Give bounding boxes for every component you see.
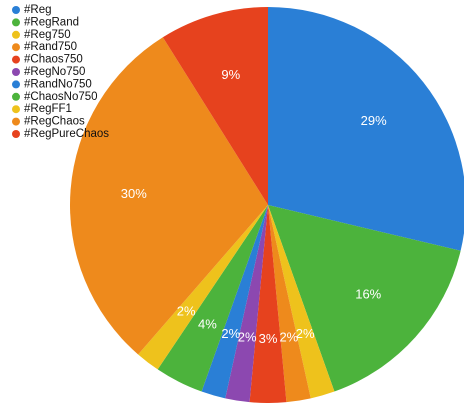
- slice-label: 9%: [221, 67, 240, 82]
- slice-label: 29%: [361, 113, 387, 128]
- legend-label: #Reg: [24, 4, 52, 16]
- pie-slice: [162, 6, 268, 205]
- legend-label: #Rand750: [24, 41, 77, 53]
- pie-slice: [268, 7, 464, 251]
- legend-swatch: [12, 117, 20, 126]
- pie-slice: [268, 205, 335, 399]
- pie-slice: [225, 205, 268, 403]
- slice-label: 30%: [121, 186, 147, 201]
- legend-swatch: [12, 43, 20, 52]
- legend-label: #Chaos750: [24, 54, 83, 66]
- legend-swatch: [12, 18, 20, 27]
- slice-label: 2%: [279, 329, 298, 344]
- legend-swatch: [12, 92, 20, 101]
- legend-label: #ChaosNo750: [24, 91, 98, 103]
- slice-label: 16%: [355, 286, 381, 301]
- pie-slice: [249, 205, 287, 403]
- legend-swatch: [12, 6, 20, 14]
- slice-label: 4%: [198, 317, 217, 332]
- legend-swatch: [12, 55, 20, 64]
- legend-swatch: [12, 105, 20, 114]
- legend-label: #RandNo750: [24, 78, 92, 90]
- pie-slice: [268, 205, 461, 392]
- slice-label: 2%: [221, 326, 240, 341]
- legend-label: #RegChaos: [24, 116, 85, 128]
- pie-slice: [70, 37, 268, 355]
- pie-slice: [201, 205, 268, 399]
- legend-label: #RegFF1: [24, 103, 72, 115]
- legend-swatch: [12, 30, 20, 39]
- pie-slice: [157, 205, 268, 392]
- slice-label: 2%: [238, 329, 257, 344]
- slice-label: 2%: [177, 303, 196, 318]
- slice-label: 3%: [259, 331, 278, 346]
- slice-label: 2%: [296, 326, 315, 341]
- legend-label: #RegRand: [24, 16, 79, 28]
- legend-label: #RegPureChaos: [24, 128, 109, 140]
- legend-swatch: [12, 130, 20, 138]
- legend-label: #Reg750: [24, 29, 71, 41]
- legend-swatch: [12, 68, 20, 76]
- legend-label: #RegNo750: [24, 66, 85, 78]
- pie-slice: [138, 205, 268, 370]
- legend-swatch: [12, 80, 20, 89]
- pie-slice: [268, 205, 311, 403]
